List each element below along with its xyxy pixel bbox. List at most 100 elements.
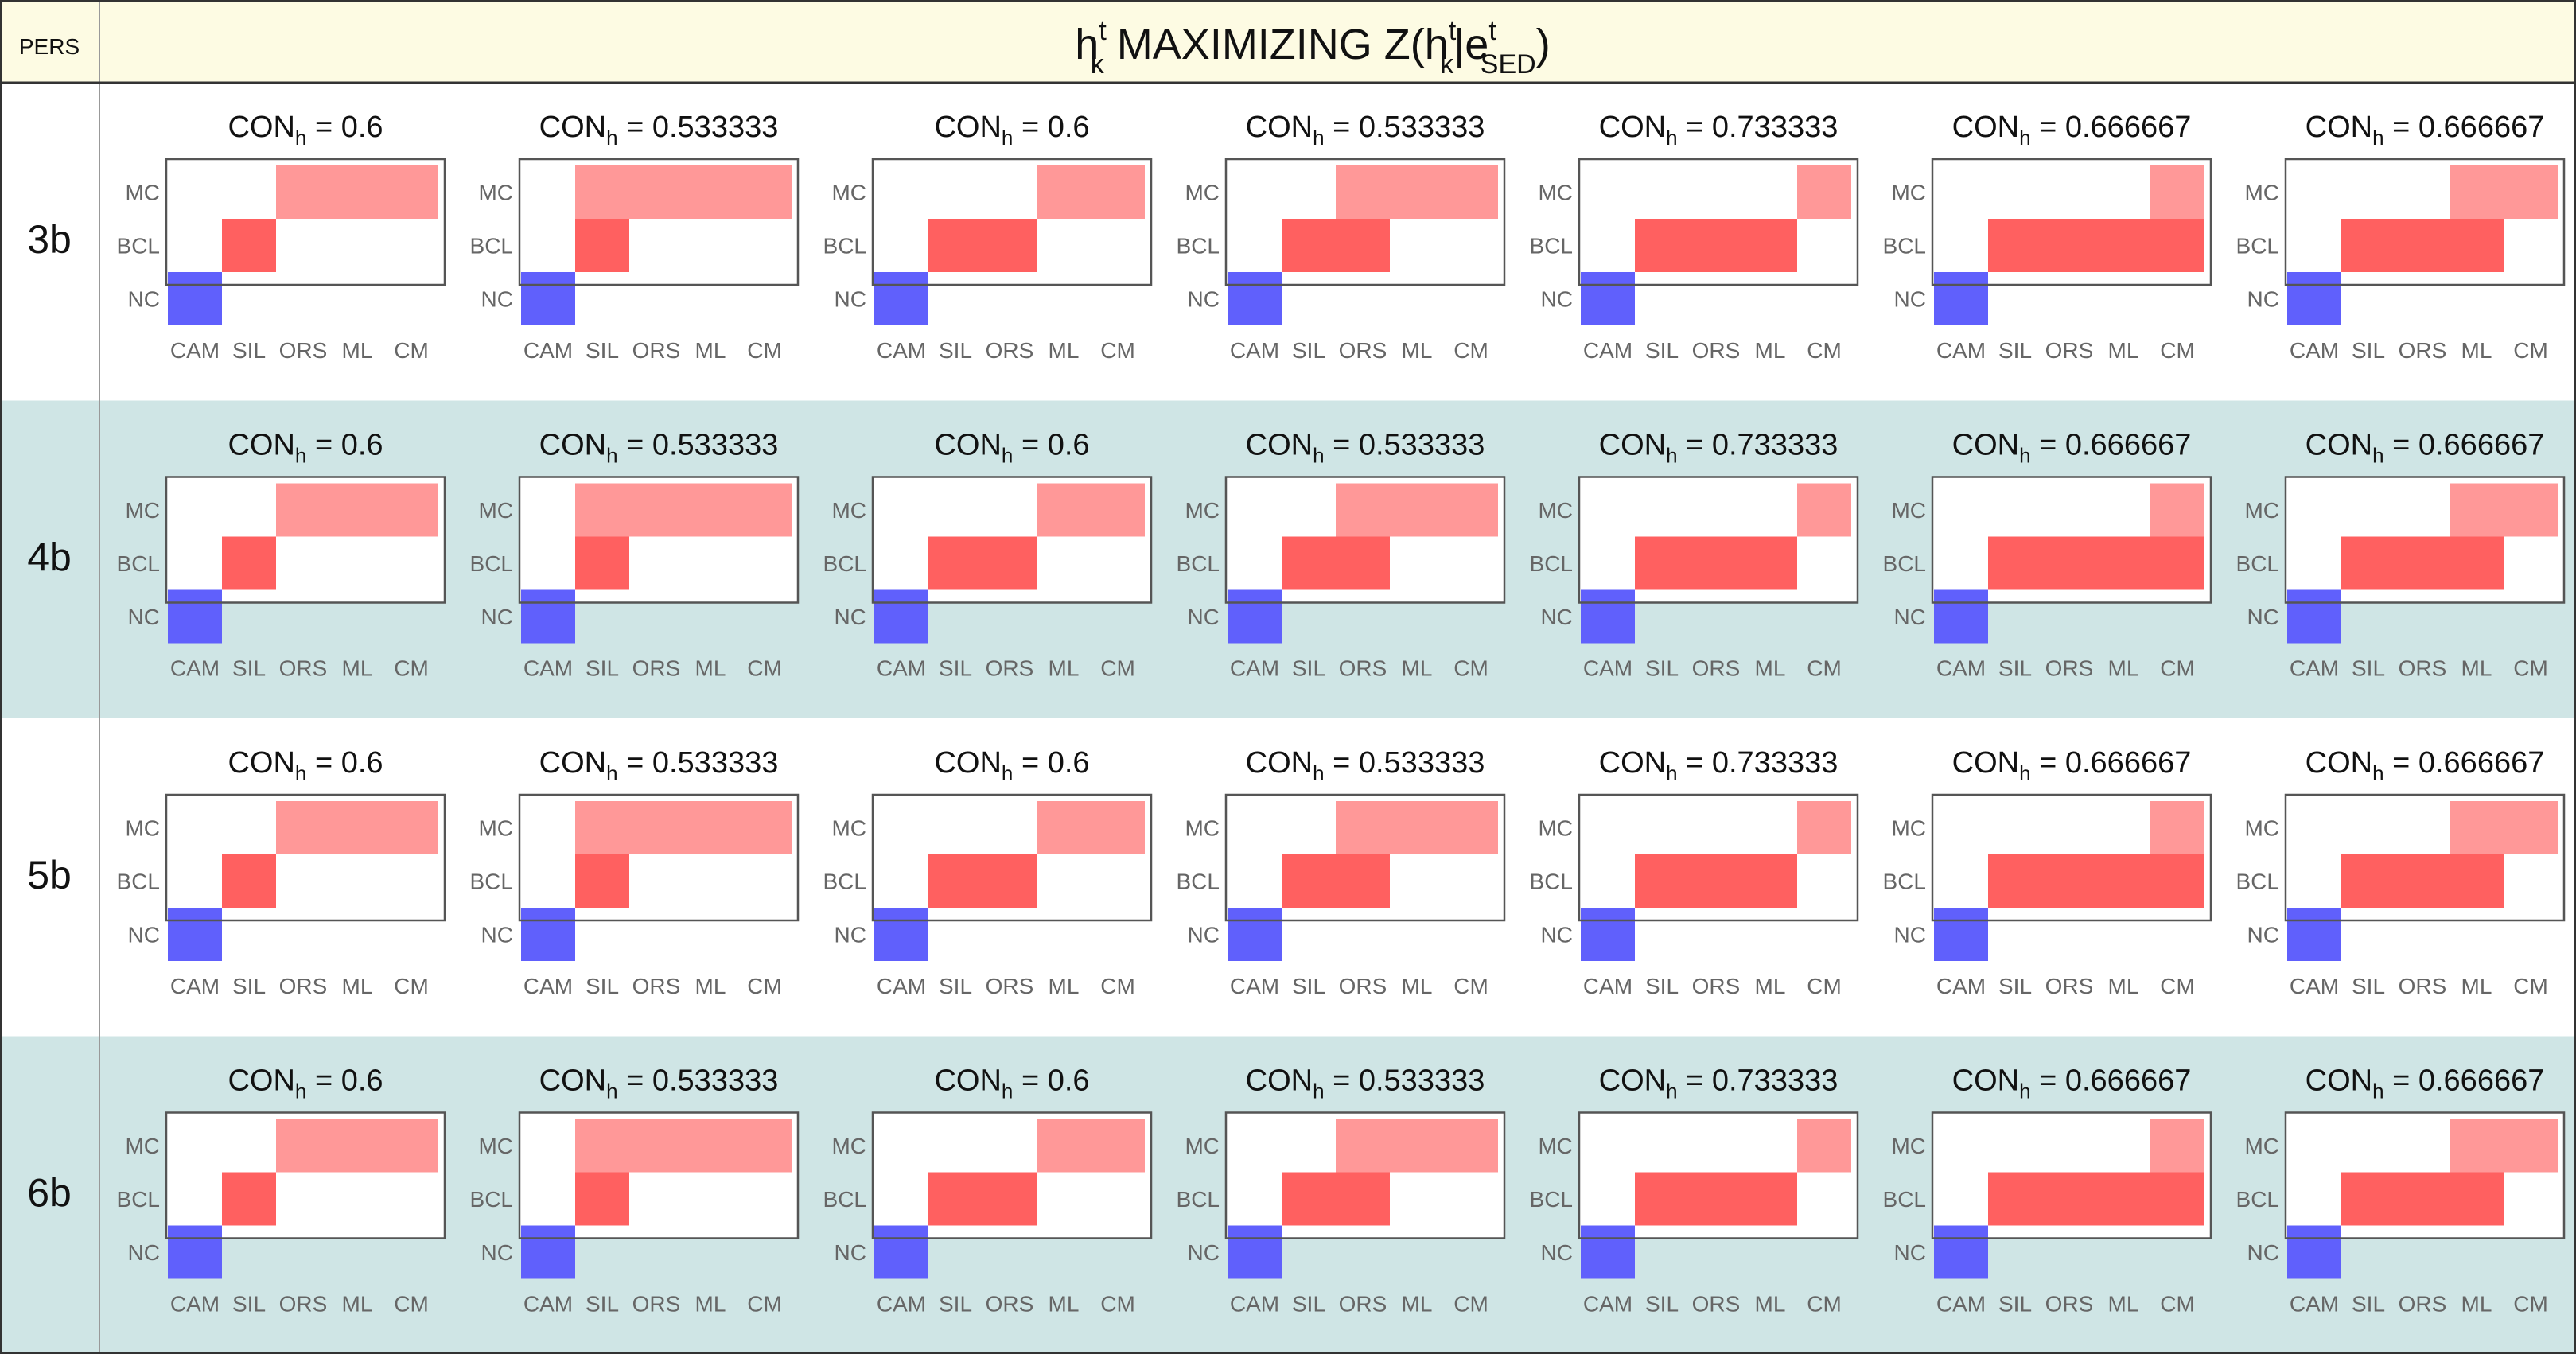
x-tick-sil: SIL xyxy=(1998,656,2032,681)
y-tick-bcl: BCL xyxy=(1177,870,1220,894)
x-tick-ors: ORS xyxy=(2399,338,2447,363)
x-tick-cm: CM xyxy=(1100,974,1135,998)
heatmap-panel: CONh = 0.666667 MC BCL NC CAM SIL ORS ML CM xyxy=(2236,429,2566,681)
cell-nc xyxy=(874,908,928,961)
cell-bcl xyxy=(928,219,1037,272)
row-label: 3b xyxy=(27,217,72,262)
y-tick-mc: MC xyxy=(1538,181,1573,205)
y-tick-mc: MC xyxy=(1891,1134,1926,1158)
heatmap-panel: CONh = 0.533333 MC BCL NC CAM SIL ORS ML CM xyxy=(470,429,800,681)
x-tick-ors: ORS xyxy=(2399,1292,2447,1317)
x-tick-cam: CAM xyxy=(1936,1292,1986,1317)
x-tick-cam: CAM xyxy=(1230,974,1279,998)
x-tick-ml: ML xyxy=(2108,338,2139,363)
heatmap-panel: CONh = 0.666667 MC BCL NC CAM SIL ORS ML CM xyxy=(2236,746,2566,998)
y-tick-mc: MC xyxy=(2244,816,2279,841)
plot-frame xyxy=(1931,793,2212,922)
cell-bcl xyxy=(2341,1172,2504,1226)
y-tick-mc: MC xyxy=(125,1134,160,1158)
cell-bcl xyxy=(222,536,276,590)
x-tick-ml: ML xyxy=(342,338,373,363)
plot-frame xyxy=(871,793,1153,922)
cell-bcl xyxy=(1988,536,2204,590)
y-tick-bcl: BCL xyxy=(1883,551,1926,576)
y-tick-mc: MC xyxy=(2244,498,2279,523)
y-tick-bcl: BCL xyxy=(1530,1187,1573,1212)
y-tick-mc: MC xyxy=(125,498,160,523)
x-tick-ors: ORS xyxy=(2045,656,2094,681)
x-tick-ors: ORS xyxy=(632,974,681,998)
row-label: 6b xyxy=(27,1171,72,1216)
heatmap-panel: CONh = 0.6 MC BCL NC CAM SIL ORS ML CM xyxy=(117,429,446,681)
plot-frame xyxy=(165,793,446,922)
con-title: CONh = 0.533333 xyxy=(539,1064,779,1103)
cell-bcl xyxy=(2341,854,2504,908)
y-tick-bcl: BCL xyxy=(1530,551,1573,576)
x-tick-sil: SIL xyxy=(1292,656,1325,681)
y-tick-bcl: BCL xyxy=(117,870,160,894)
plot-frame xyxy=(1224,793,1506,922)
y-tick-bcl: BCL xyxy=(117,1187,160,1212)
x-tick-sil: SIL xyxy=(232,974,266,998)
x-tick-cam: CAM xyxy=(1936,974,1986,998)
y-tick-bcl: BCL xyxy=(2236,551,2279,576)
y-tick-nc: NC xyxy=(1188,923,1220,947)
heatmap-panel: CONh = 0.733333 MC BCL NC CAM SIL ORS ML CM xyxy=(1530,429,1859,681)
y-tick-nc: NC xyxy=(1894,605,1926,629)
x-tick-sil: SIL xyxy=(2352,656,2385,681)
cell-bcl xyxy=(222,219,276,272)
cell-mc xyxy=(1037,483,1145,537)
heatmap-panel: CONh = 0.733333 MC BCL NC CAM SIL ORS ML CM xyxy=(1530,1064,1859,1317)
x-tick-sil: SIL xyxy=(586,656,619,681)
x-tick-ors: ORS xyxy=(1692,656,1741,681)
cell-bcl xyxy=(1988,219,2204,272)
plot-frame xyxy=(2284,158,2566,286)
x-tick-ors: ORS xyxy=(279,656,328,681)
plot-frame xyxy=(1578,1111,1859,1239)
x-tick-cm: CM xyxy=(1453,656,1488,681)
plot-frame xyxy=(518,476,800,604)
cell-mc xyxy=(1037,801,1145,854)
x-tick-ml: ML xyxy=(2108,1292,2139,1317)
x-tick-ors: ORS xyxy=(2045,1292,2094,1317)
x-tick-cm: CM xyxy=(1100,338,1135,363)
x-tick-cm: CM xyxy=(747,338,782,363)
y-tick-mc: MC xyxy=(831,181,866,205)
cell-bcl xyxy=(575,854,629,908)
cell-bcl xyxy=(1635,1172,1797,1226)
con-title: CONh = 0.733333 xyxy=(1599,111,1839,150)
heatmap-panel: CONh = 0.533333 MC BCL NC CAM SIL ORS ML CM xyxy=(1177,1064,1506,1317)
y-tick-mc: MC xyxy=(1185,181,1220,205)
y-tick-bcl: BCL xyxy=(1883,1187,1926,1212)
heatmap-panel: CONh = 0.6 MC BCL NC CAM SIL ORS ML CM xyxy=(117,111,446,363)
x-tick-ml: ML xyxy=(2461,656,2492,681)
cell-mc xyxy=(2150,1119,2204,1173)
x-tick-ors: ORS xyxy=(632,338,681,363)
cell-nc xyxy=(168,1225,222,1279)
con-title: CONh = 0.6 xyxy=(934,746,1089,785)
y-tick-mc: MC xyxy=(1185,1134,1220,1158)
x-tick-cam: CAM xyxy=(1936,656,1986,681)
x-tick-sil: SIL xyxy=(1645,974,1679,998)
x-tick-ml: ML xyxy=(1402,656,1433,681)
y-tick-nc: NC xyxy=(1541,1240,1573,1265)
y-tick-bcl: BCL xyxy=(1883,234,1926,259)
cell-nc xyxy=(1934,1225,1988,1279)
x-tick-cam: CAM xyxy=(1583,974,1632,998)
x-tick-ors: ORS xyxy=(1339,974,1387,998)
con-title: CONh = 0.533333 xyxy=(1246,429,1485,468)
x-tick-ors: ORS xyxy=(2399,974,2447,998)
x-tick-cm: CM xyxy=(1807,974,1842,998)
plot-frame xyxy=(165,158,446,286)
x-tick-ml: ML xyxy=(1049,656,1080,681)
con-title: CONh = 0.533333 xyxy=(539,746,779,785)
x-tick-ml: ML xyxy=(1402,1292,1433,1317)
x-tick-cm: CM xyxy=(1100,656,1135,681)
cell-nc xyxy=(2287,1225,2341,1279)
x-tick-cam: CAM xyxy=(2290,974,2339,998)
cell-nc xyxy=(1934,272,1988,325)
plot-frame xyxy=(165,476,446,604)
